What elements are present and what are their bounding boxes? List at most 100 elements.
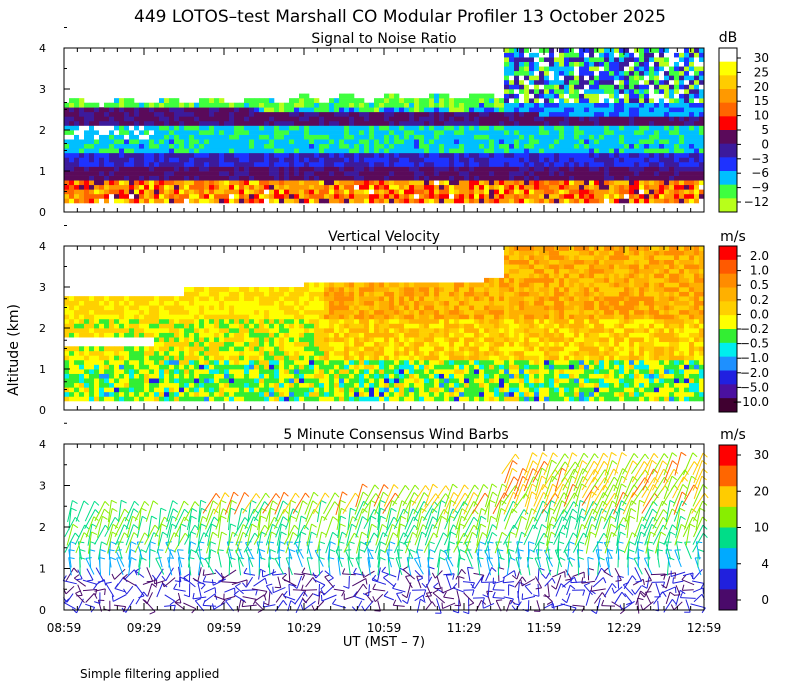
vv-cell — [274, 305, 280, 311]
vv-cell — [164, 396, 170, 402]
snr-cell — [349, 161, 355, 167]
vv-cell — [274, 287, 280, 292]
snr-cell — [164, 98, 170, 104]
snr-cell — [319, 193, 325, 199]
vv-cell — [339, 296, 345, 302]
snr-cell — [674, 93, 680, 99]
snr-cell — [189, 139, 195, 145]
snr-cell — [519, 102, 525, 108]
vv-cell — [164, 382, 170, 388]
vv-cell — [254, 391, 260, 397]
snr-cell — [479, 143, 485, 149]
snr-cell — [234, 193, 240, 199]
snr-cell — [164, 189, 170, 195]
vv-cell — [264, 350, 270, 356]
snr-cell — [689, 89, 695, 94]
vv-cell — [139, 364, 145, 370]
snr-cell — [264, 111, 270, 117]
vv-cell — [239, 287, 245, 292]
snr-cell — [439, 180, 445, 186]
vv-cell — [354, 382, 360, 388]
vv-cell — [169, 364, 175, 370]
snr-cell — [659, 184, 665, 190]
snr-cell — [664, 70, 670, 76]
vv-cell — [229, 346, 235, 352]
snr-cell — [374, 98, 380, 104]
snr-cell — [84, 130, 90, 135]
snr-cell — [289, 166, 295, 172]
snr-cell — [314, 175, 320, 181]
snr-cell — [539, 84, 545, 90]
snr-cell — [479, 189, 485, 195]
vv-cell — [214, 300, 220, 306]
vv-cell — [179, 382, 185, 388]
snr-cell — [639, 148, 645, 154]
vv-cell — [369, 364, 375, 370]
snr-cell — [294, 152, 300, 158]
snr-cell — [404, 184, 410, 190]
snr-cell — [154, 102, 160, 108]
vv-cell — [79, 318, 85, 324]
vv-cell — [339, 341, 345, 347]
vv-cell — [199, 378, 205, 384]
snr-cell — [499, 139, 505, 145]
snr-cell — [384, 161, 390, 167]
snr-cell — [544, 175, 550, 181]
snr-cell — [69, 102, 75, 108]
snr-cell — [609, 70, 615, 76]
vv-cell — [289, 387, 295, 393]
snr-cell — [459, 116, 465, 122]
snr-cell — [269, 130, 275, 135]
snr-cell — [514, 157, 520, 163]
vv-cell — [224, 337, 230, 343]
vv-cell — [144, 364, 150, 370]
snr-cell — [384, 157, 390, 163]
snr-cell — [379, 125, 385, 131]
snr-cell — [699, 189, 705, 195]
snr-cell — [349, 193, 355, 199]
snr-cell — [564, 98, 570, 104]
vv-cell — [209, 359, 215, 365]
vv-cell — [194, 296, 200, 302]
vv-cell — [74, 346, 80, 352]
snr-cell — [624, 89, 630, 94]
snr-cell — [324, 171, 330, 176]
snr-cell — [224, 116, 230, 122]
snr-cell — [559, 130, 565, 135]
snr-cell — [499, 130, 505, 135]
snr-cell — [349, 157, 355, 163]
snr-cell — [509, 79, 515, 85]
snr-cell — [439, 189, 445, 195]
snr-cell — [599, 66, 605, 72]
vv-cell — [294, 314, 300, 320]
snr-cell — [489, 198, 495, 204]
snr-cell — [439, 198, 445, 204]
vv-cell — [284, 332, 290, 338]
vv-cell — [124, 364, 130, 370]
vv-cell — [214, 387, 220, 393]
vv-cell — [184, 396, 190, 402]
snr-cell — [519, 143, 525, 149]
snr-cell — [544, 171, 550, 176]
snr-cell — [204, 102, 210, 108]
snr-cell — [299, 125, 305, 131]
vv-cell — [329, 309, 335, 315]
snr-cell — [379, 166, 385, 172]
vv-cell — [269, 296, 275, 302]
snr-cell — [374, 175, 380, 181]
vv-cell — [189, 332, 195, 338]
vv-cell — [74, 350, 80, 356]
snr-cell — [514, 184, 520, 190]
snr-cell — [249, 143, 255, 149]
snr-cell — [104, 193, 110, 199]
snr-cell — [254, 130, 260, 135]
snr-cell — [349, 184, 355, 190]
snr-cell — [259, 152, 265, 158]
snr-cell — [544, 125, 550, 131]
vv-cell — [299, 300, 305, 306]
vv-cell — [214, 341, 220, 347]
snr-cell — [514, 89, 520, 94]
vv-cell — [319, 332, 325, 338]
snr-cell — [514, 66, 520, 72]
snr-cell — [339, 111, 345, 117]
